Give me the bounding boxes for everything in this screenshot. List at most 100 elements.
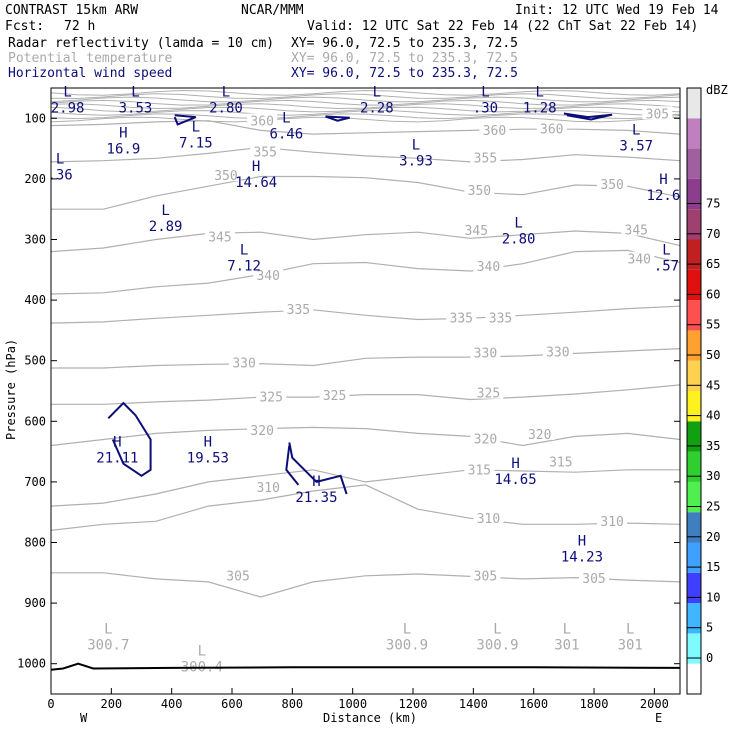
wind-extreme-value: 16.9 [107, 142, 141, 158]
reflectivity-colorbar: 0 5 10 15 20 25 30 35 40 45 50 55 60 65 70 75 [686, 87, 720, 695]
wind-extreme-value: 7.15 [179, 136, 213, 152]
theta-contour-line [51, 384, 680, 405]
theta-label-bg [473, 511, 504, 525]
colorbar-segment [687, 148, 701, 179]
wind-extreme-value: .36 [47, 168, 72, 184]
surface-extreme-type: L [403, 621, 411, 637]
colorbar-label: 50 [706, 348, 720, 362]
plot-frame [50, 87, 681, 695]
theta-contour-label: 330 [232, 356, 255, 371]
theta-label-bg [223, 568, 254, 582]
theta-label-bg [446, 310, 477, 324]
colorbar-segment [687, 88, 701, 119]
wind-extreme-type: H [659, 172, 667, 188]
wind-extreme-value: 21.35 [295, 490, 337, 506]
colorbar-segment [687, 603, 701, 634]
theta-contour-label: 360 [250, 115, 273, 130]
theta-contour-line [51, 484, 680, 531]
wind-extreme-type: L [63, 84, 71, 100]
colorbar-segment [687, 481, 701, 513]
theta-contour-label: 345 [208, 230, 231, 245]
wind-extreme-type: L [662, 243, 670, 259]
theta-label-bg [210, 168, 241, 182]
theta-label-bg [470, 150, 501, 164]
theta-contour-label: 335 [489, 311, 512, 326]
theta-contours [51, 120, 680, 598]
colorbar-label: 35 [706, 439, 720, 453]
x-tick-label: 1400 [459, 697, 488, 711]
surface-extreme-type: L [493, 621, 501, 637]
theta-contour-label: 305 [646, 107, 669, 122]
theta-contour-line [51, 120, 680, 135]
wind-extreme-type: L [131, 84, 139, 100]
wind-extreme-value: 14.23 [561, 549, 603, 565]
wind-extreme-value: .30 [473, 100, 498, 116]
wind-extreme-value: 6.46 [269, 126, 303, 142]
y-axis: 100 200 300 400 500 600 700 800 900 1000 [17, 111, 680, 671]
wind-extreme-type: L [412, 138, 420, 154]
wind-speed-contour [325, 115, 350, 122]
wind-speed-contour [285, 445, 300, 486]
wind-extreme-type: H [252, 159, 260, 175]
theta-contour-label: 335 [450, 311, 473, 326]
colorbar-label: 25 [706, 500, 720, 514]
theta-contour-label: 345 [465, 224, 488, 239]
theta-contour-label: 325 [259, 390, 282, 405]
theta-contour-label: 340 [256, 269, 279, 284]
field-xy-theta: XY= 96.0, 72.5 to 235.3, 72.5 [291, 51, 518, 66]
theta-label-bg [542, 344, 573, 358]
theta-label-bg [485, 310, 516, 324]
y-tick-label: 200 [24, 172, 46, 186]
theta-contour-line [51, 230, 680, 253]
x-axis-title: Distance (km) [323, 711, 417, 725]
theta-contour-label: 325 [323, 389, 346, 404]
field-name-wind: Horizontal wind speed [8, 66, 172, 81]
wind-extreme-type: L [514, 215, 522, 231]
x-tick-label: 800 [281, 697, 303, 711]
wind-extreme-value: 2.98 [51, 100, 85, 116]
theta-contour-label: 340 [477, 260, 500, 275]
theta-label-bg [247, 113, 278, 127]
theta-contour-label: 325 [477, 387, 500, 402]
colorbar-segment [687, 330, 701, 361]
colorbar-segment [687, 451, 701, 482]
upper-theta-line [51, 103, 680, 110]
theta-contour-label: 330 [474, 347, 497, 362]
wind-extreme-value: 14.64 [235, 175, 277, 191]
upper-theta-line [51, 116, 680, 123]
y-tick-label: 300 [24, 233, 46, 247]
theta-contour-line [51, 175, 680, 210]
wind-extreme-type: L [632, 123, 640, 139]
surface-extreme-type: L [198, 644, 206, 660]
colorbar-segment [687, 572, 701, 604]
wind-speed-contour [173, 114, 197, 126]
theta-contour-label: 350 [214, 169, 237, 184]
wind-extreme-value: 14.65 [495, 472, 537, 488]
wind-speed-extremes: L2.98L3.53L2.80L2.28L.30L1.28H16.9L7.15L… [47, 84, 680, 565]
theta-label-bg [597, 514, 628, 528]
wind-extreme-type: L [240, 243, 248, 259]
theta-label-bg [470, 568, 501, 582]
colorbar-label: 10 [706, 590, 720, 604]
x-axis: 0 200 400 600 800 1000 1200 1400 1600 1800 2000 [47, 688, 669, 711]
wind-extreme-type: L [56, 152, 64, 168]
wind-speed-contour [107, 401, 152, 478]
field-xy-wind: XY= 96.0, 72.5 to 235.3, 72.5 [291, 66, 518, 81]
colorbar-unit: dBZ [706, 83, 728, 97]
theta-label-bg [204, 229, 235, 243]
theta-contour-line [51, 348, 680, 369]
y-tick-label: 900 [24, 596, 46, 610]
wind-extreme-type: L [192, 120, 200, 136]
y-tick-label: 600 [24, 414, 46, 428]
theta-contour-label: 305 [226, 570, 249, 585]
wind-extreme-value: .57 [654, 259, 679, 275]
wind-extreme-type: L [222, 84, 230, 100]
colorbar-segment [687, 269, 701, 301]
y-axis-title: Pressure (hPa) [4, 339, 18, 440]
x-tick-label: 600 [221, 697, 243, 711]
wind-extreme-type: H [312, 474, 320, 490]
wind-extreme-type: H [511, 456, 519, 472]
theta-contour-label: 360 [540, 122, 563, 137]
surface-extreme-type: L [104, 621, 112, 637]
upper-theta-band [51, 89, 680, 123]
